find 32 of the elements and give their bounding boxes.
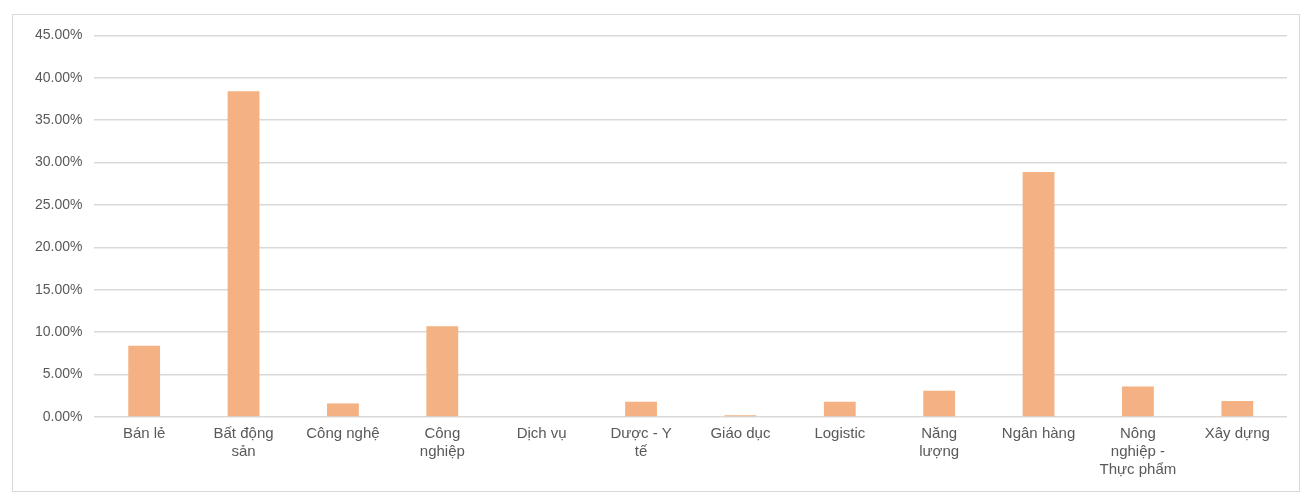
x-tick-label: Bất động sản	[213, 424, 274, 460]
y-tick-label: 5.00%	[42, 365, 83, 382]
x-tick-label: Dịch vụ	[516, 424, 567, 442]
y-tick-label: 35.00%	[35, 111, 83, 128]
y-tick-label: 40.00%	[35, 68, 83, 85]
y-tick-label: 45.00%	[35, 26, 83, 43]
x-tick-label: Giáo dục	[710, 424, 771, 442]
bar	[128, 345, 161, 417]
y-tick-label: 30.00%	[35, 153, 83, 170]
y-tick-label: 10.00%	[35, 323, 83, 340]
bar	[1122, 386, 1154, 417]
bar	[823, 401, 856, 417]
bar	[1221, 400, 1254, 417]
bar	[625, 401, 657, 417]
x-tick-label: Công nghệ	[306, 424, 380, 442]
x-tick-label: Xây dựng	[1204, 424, 1270, 442]
bar	[923, 390, 956, 417]
x-tick-label: Công nghiệp	[419, 424, 465, 460]
x-tick-label: Logistic	[814, 424, 866, 442]
y-tick-label: 0.00%	[42, 407, 83, 424]
x-tick-label: Nông nghiệp - Thực phẩm	[1099, 424, 1177, 478]
bar	[227, 91, 260, 417]
x-tick-label: Năng lượng	[919, 424, 960, 460]
x-tick-label: Ngân hàng	[1001, 424, 1076, 442]
y-tick-label: 25.00%	[35, 195, 83, 212]
y-tick-label: 20.00%	[35, 238, 83, 255]
bar	[426, 326, 459, 417]
x-tick-label: Bán lẻ	[122, 424, 166, 442]
bar	[327, 403, 359, 417]
bar	[1022, 171, 1055, 417]
x-tick-label: Dược - Y tế	[610, 424, 672, 460]
y-tick-label: 15.00%	[35, 280, 83, 297]
